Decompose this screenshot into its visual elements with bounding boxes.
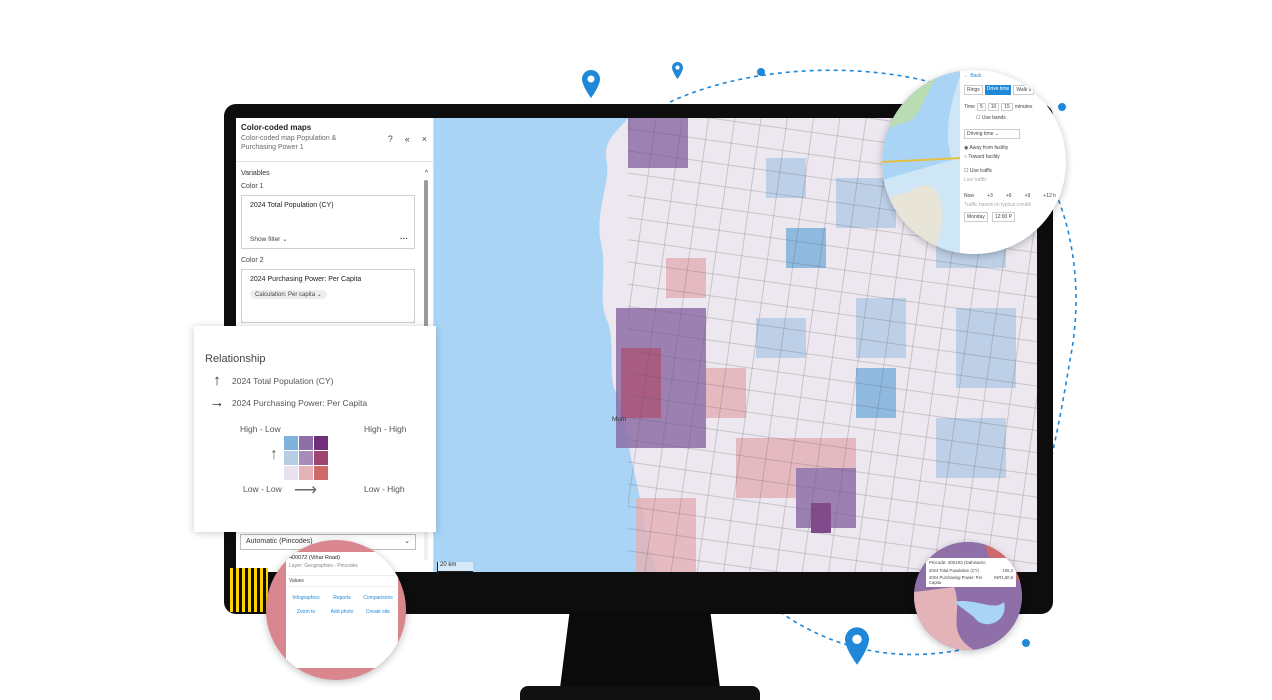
arrow-right-icon: → [209, 394, 225, 411]
label-low-high: Low - High [364, 484, 405, 494]
legend-title: Relationship [205, 353, 266, 365]
chevron-down-icon: ⌄ [282, 236, 288, 243]
traffic-slider-ticks[interactable]: Now +3 +6 +9 +12 h [964, 193, 1056, 199]
collapse-icon[interactable]: « [404, 134, 410, 144]
value-popup-circle: Pincode: 400103 (Dahisarnc 2024 Total Po… [914, 542, 1022, 650]
panel-footer-pattern [230, 568, 268, 612]
label-low-low: Low - Low [243, 484, 282, 494]
variable-name: 2024 Total Population (CY) [250, 202, 334, 209]
toward-radio[interactable]: ○ Toward facility [964, 154, 1000, 160]
traffic-note: Traffic based on typical conditi [964, 202, 1031, 208]
zoom-to-button[interactable]: Zoom to [296, 609, 316, 615]
panel-subtitle: Color-coded map Population & Purchasing … [241, 135, 337, 151]
location-pin-icon [582, 70, 600, 98]
time-select[interactable]: 12:00 P [991, 212, 1016, 222]
city-label: Mum [612, 416, 627, 423]
live-traffic-option[interactable]: Live traffic [964, 177, 987, 183]
variables-section-header[interactable]: Variables ^ [236, 162, 433, 181]
variable-name: 2024 Purchasing Power: Per Capita [250, 276, 362, 283]
use-bands-checkbox[interactable]: ☐ Use bands [976, 115, 1006, 121]
location-pin-icon [672, 62, 683, 79]
tab-drive-time[interactable]: Drive time [984, 85, 1012, 95]
location-pin-icon [845, 627, 869, 665]
legend-row-purchasing-power: → 2024 Purchasing Power: Per Capita [209, 394, 368, 411]
legend-cell-0 [284, 436, 298, 450]
color1-label: Color 1 [241, 183, 264, 190]
calculation-chip[interactable]: Calculation: Per capita ⌄ [250, 290, 327, 299]
arrow-right-icon: ⟶ [294, 482, 317, 499]
section-title: Variables [241, 170, 270, 177]
unit-select[interactable]: minutes [1014, 104, 1033, 110]
away-radio[interactable]: ◉ Away from facility [964, 145, 1009, 151]
time-inputs: Time 5 10 15 minutes [964, 103, 1062, 111]
panel-header: Color-coded maps Color-coded map Populat… [236, 118, 433, 162]
label-high-low: High - Low [240, 424, 281, 434]
legend-cell-8 [314, 466, 328, 480]
more-options-icon[interactable]: ··· [400, 234, 408, 243]
legend-row-population: ↑ 2024 Total Population (CY) [208, 372, 333, 389]
tab-bar: Rings Drive time Walk ti [964, 85, 1062, 95]
scale-bar: 20 km [437, 562, 473, 572]
value-popup: Pincode: 400103 (Dahisarnc 2024 Total Po… [926, 558, 1016, 587]
close-icon[interactable]: × [421, 134, 427, 144]
monitor-base [520, 686, 760, 700]
geography-title: 400072 (Vihar Road) [289, 555, 340, 561]
info-popup-circle: 400072 (Vihar Road) Layer: Geographies -… [266, 540, 406, 680]
time-input[interactable]: 15 [1001, 103, 1013, 111]
action-grid: Infographics Reports Comparisons Zoom to… [289, 595, 395, 615]
color1-variable-card[interactable]: 2024 Total Population (CY) Show filter ⌄… [241, 195, 415, 249]
tab-rings[interactable]: Rings [964, 85, 983, 95]
legend-cell-1 [299, 436, 313, 450]
drive-time-panel: ← Back Rings Drive time Walk ti Time 5 1… [960, 70, 1066, 254]
relationship-legend-card: Relationship ↑ 2024 Total Population (CY… [194, 326, 436, 532]
pincode-title: Pincode: 400103 (Dahisarnc [929, 560, 986, 565]
chevron-up-icon: ^ [424, 170, 428, 177]
time-input[interactable]: 10 [987, 103, 1000, 111]
tab-walk-time[interactable]: Walk ti [1013, 85, 1035, 95]
legend-cell-4 [299, 451, 313, 465]
day-time-selects: Monday 12:00 P [964, 212, 1062, 222]
chevron-down-icon: ⌄ [404, 538, 410, 545]
use-traffic-checkbox[interactable]: ☐ Use traffic [964, 168, 993, 174]
geography-info-popup: 400072 (Vihar Road) Layer: Geographies -… [286, 552, 398, 668]
create-site-button[interactable]: Create site [365, 609, 391, 615]
reports-button[interactable]: Reports [333, 595, 351, 601]
layer-label: Layer: Geographies - Pincodes [289, 563, 358, 569]
monitor-stand [560, 612, 720, 688]
back-link[interactable]: ← Back [964, 73, 982, 79]
color2-label: Color 2 [241, 257, 264, 264]
time-input[interactable]: 5 [976, 103, 986, 111]
day-select[interactable]: Monday [964, 212, 988, 222]
legend-cell-7 [299, 466, 313, 480]
legend-cell-5 [314, 451, 328, 465]
value-row: 2024 Total Population (CY) 105,3 [929, 568, 1013, 573]
help-icon[interactable]: ? [387, 134, 393, 144]
color2-variable-card[interactable]: 2024 Purchasing Power: Per Capita Calcul… [241, 269, 415, 323]
drive-time-popup-circle: ← Back Rings Drive time Walk ti Time 5 1… [882, 70, 1066, 254]
show-filter-toggle[interactable]: Show filter ⌄ [250, 236, 288, 243]
arrow-up-icon: ↑ [213, 372, 221, 389]
infographics-button[interactable]: Infographics [292, 595, 320, 601]
legend-cell-2 [314, 436, 328, 450]
panel-title: Color-coded maps [241, 123, 312, 132]
time-label: Time [964, 104, 975, 110]
scrollbar-thumb[interactable] [424, 180, 428, 330]
values-section[interactable]: Values [289, 575, 395, 587]
add-photo-button[interactable]: Add photo [330, 609, 354, 615]
mode-select[interactable]: Driving time ⌄ [964, 129, 1020, 139]
arrow-up-icon: ↑ [270, 446, 278, 463]
label-high-high: High - High [364, 424, 407, 434]
legend-cell-3 [284, 451, 298, 465]
bivariate-color-grid [284, 436, 328, 480]
comparisons-button[interactable]: Comparisons [363, 595, 393, 601]
legend-cell-6 [284, 466, 298, 480]
value-row: 2024 Purchasing Power: Per Capita INR1,5… [929, 575, 1013, 585]
